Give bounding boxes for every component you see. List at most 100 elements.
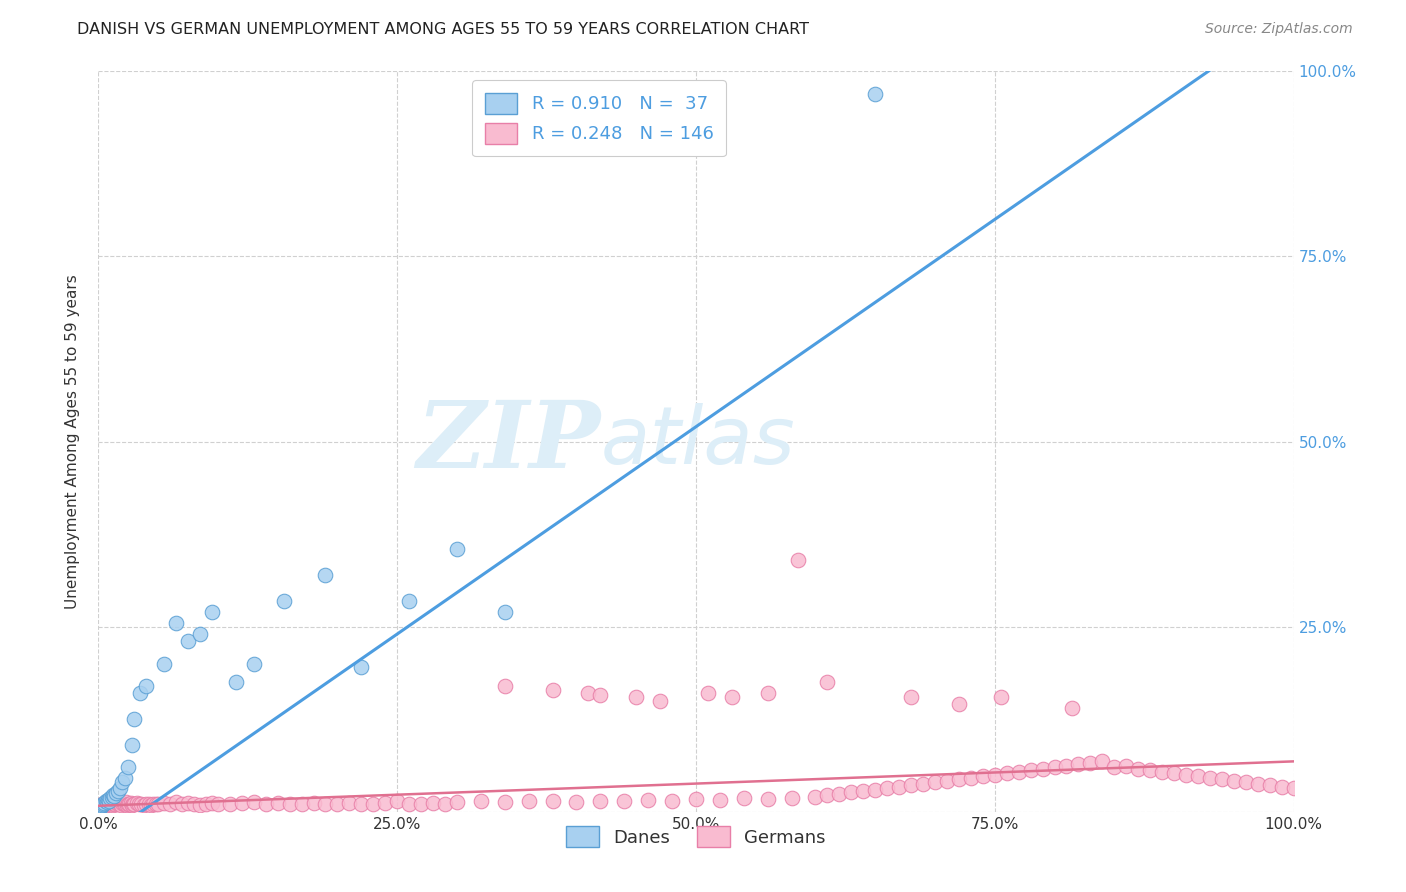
Point [94,794,117,808]
Point [148,797,170,812]
Point [1067,757,1090,772]
Point [446,541,468,556]
Point [231,796,253,810]
Point [865,87,887,101]
Point [697,686,720,700]
Point [89,801,111,815]
Point [315,567,337,582]
Point [948,698,970,712]
Point [159,797,181,811]
Point [153,657,176,671]
Point [1234,775,1257,789]
Point [852,784,875,798]
Point [121,738,143,752]
Point [122,797,145,811]
Point [195,797,218,812]
Point [1104,760,1126,774]
Point [96,795,118,809]
Point [98,797,122,812]
Point [142,797,165,812]
Point [972,769,994,783]
Point [350,797,373,811]
Point [115,795,138,809]
Point [100,796,122,810]
Point [517,794,540,808]
Point [613,794,636,808]
Point [1139,764,1161,778]
Point [1223,773,1246,788]
Point [101,789,124,803]
Point [541,794,564,808]
Point [911,776,934,790]
Point [129,686,152,700]
Point [188,798,211,813]
Point [97,793,120,807]
Point [648,694,672,708]
Point [138,797,160,811]
Point [804,789,827,804]
Point [145,797,167,811]
Point [112,797,135,811]
Legend: Danes, Germans: Danes, Germans [560,819,832,855]
Point [434,797,457,811]
Point [201,796,224,810]
Point [219,797,242,811]
Point [120,796,142,810]
Point [1032,762,1054,776]
Point [101,798,124,813]
Point [111,796,134,810]
Point [494,605,516,619]
Text: Source: ZipAtlas.com: Source: ZipAtlas.com [1205,22,1353,37]
Point [139,798,162,813]
Point [786,553,808,567]
Point [900,690,922,704]
Point [1211,772,1233,786]
Point [98,791,122,805]
Point [1043,760,1066,774]
Point [990,690,1012,704]
Point [177,634,200,648]
Point [565,795,588,809]
Point [385,794,409,808]
Point [105,795,128,809]
Point [278,797,301,811]
Point [924,775,946,789]
Point [103,789,125,804]
Point [172,797,194,812]
Point [1062,701,1084,715]
Point [828,787,851,801]
Point [131,797,153,811]
Point [97,797,120,811]
Point [374,796,396,810]
Point [984,767,1007,781]
Point [183,797,205,811]
Point [1091,755,1114,769]
Point [111,775,134,789]
Point [91,797,114,812]
Point [302,796,325,810]
Point [107,797,129,811]
Point [135,679,157,693]
Point [1282,780,1305,795]
Point [291,797,314,812]
Text: atlas: atlas [600,402,796,481]
Point [1056,759,1078,773]
Text: ZIP: ZIP [416,397,600,486]
Point [225,675,247,690]
Point [91,798,114,813]
Point [103,797,125,811]
Point [1175,767,1198,781]
Point [780,790,803,805]
Point [267,796,290,810]
Point [121,798,143,813]
Point [117,760,139,774]
Point [661,794,683,808]
Point [1163,766,1185,780]
Point [254,797,277,812]
Point [114,797,136,812]
Point [626,690,648,704]
Point [578,686,600,700]
Point [350,660,373,674]
Point [446,795,468,809]
Point [865,782,887,797]
